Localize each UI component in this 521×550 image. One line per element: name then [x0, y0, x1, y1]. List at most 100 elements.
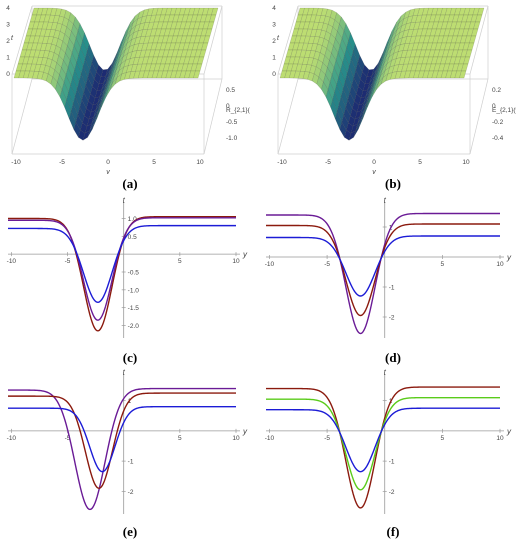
x-tick-label: 10	[496, 435, 504, 442]
x-axis-label: y	[242, 427, 248, 436]
caption-d: (d)	[385, 350, 401, 365]
z-tick-label: 0.2	[492, 87, 501, 94]
box-edge	[11, 5, 33, 75]
x-tick-label: 0	[372, 159, 376, 166]
y-tick-label: 1	[272, 55, 276, 62]
x-tick-label: -5	[59, 159, 65, 166]
y-tick-label: -1.0	[128, 287, 140, 294]
y-tick-label: -1.5	[128, 305, 140, 312]
x-tick-label: 5	[441, 435, 445, 442]
box-edge	[203, 5, 223, 75]
surface-plot-a: -10 -5 0 5 10 y 0 1 2 3 4 t 0.5 0 -0.5 -1.0 R_{2,1}(y,1,…	[6, 5, 250, 174]
caption-e: (e)	[122, 524, 138, 539]
x-tick-label: 0	[106, 159, 110, 166]
line-plot-d: yt-10 -5 5 101-1-2	[265, 196, 512, 338]
x-tick-label: -5	[325, 159, 331, 166]
y-tick-label: 1	[128, 398, 132, 405]
x-tick-label: 5	[178, 258, 182, 265]
y-axis-label: t	[11, 35, 14, 42]
caption-c: (c)	[122, 350, 138, 365]
series-line-1	[266, 212, 500, 335]
x-tick-label: -5	[65, 435, 71, 442]
x-tick-label: 5	[152, 159, 156, 166]
y-tick-label: 1	[6, 55, 10, 62]
z-tick-label: 0	[226, 103, 230, 110]
series-line-3	[8, 224, 236, 304]
y-tick-label: 0	[6, 71, 10, 78]
y-tick-label: -2.0	[128, 323, 140, 330]
box-edge	[469, 5, 489, 75]
series-line-2	[266, 223, 500, 317]
x-axis-label: y	[242, 250, 248, 259]
y-tick-label: 3	[272, 22, 276, 29]
y-tick-label: 2	[6, 38, 10, 45]
z-axis-label: R_{2,1}(y,1,t)	[226, 107, 250, 114]
x-tick-label: -10	[7, 258, 17, 265]
x-tick-label: -10	[11, 159, 21, 166]
x-tick-label: -10	[265, 261, 275, 268]
x-tick-label: 5	[441, 261, 445, 268]
y-axis-label: t	[123, 196, 126, 205]
z-tick-label: -0.5	[226, 119, 238, 126]
line-plot-f: yt-10 -5 5 101-1-2	[265, 368, 512, 514]
y-tick-label: -2	[389, 315, 395, 322]
x-tick-label: -10	[277, 159, 287, 166]
box-edge	[11, 78, 33, 155]
x-axis-label: y	[371, 169, 376, 174]
surface-patch	[459, 70, 467, 79]
z-tick-label: -1.0	[226, 135, 238, 142]
surface-plot-b: -10 -5 0 5 10 y 0 1 2 3 4 t 0.2 0 -0.2 -0.4 E_{2,1}(y,1,…	[272, 5, 516, 174]
series-line-3	[8, 406, 236, 473]
x-tick-label: 10	[232, 435, 240, 442]
y-axis-label: t	[123, 368, 126, 377]
x-tick-label: 10	[232, 258, 240, 265]
y-tick-label: 1.0	[128, 216, 137, 223]
z-tick-label: 0.5	[226, 87, 235, 94]
z-tick-label: -0.2	[492, 119, 504, 126]
y-tick-label: -2	[128, 489, 134, 496]
line-plot-e: y t -10 -5 5 10 1 -1 -2	[7, 368, 248, 514]
x-tick-label: -5	[324, 261, 330, 268]
x-tick-label: 5	[418, 159, 422, 166]
y-tick-label: -1	[389, 285, 395, 292]
box-edge	[277, 5, 299, 75]
y-tick-label: 0	[272, 71, 276, 78]
box-edge	[277, 78, 299, 155]
line-plot-c: y t -10 -5 5 10 1.0 0.5 -0.5 -1.0 -1.5 -2.0	[7, 196, 248, 338]
series-line-2	[8, 392, 236, 490]
x-tick-label: 5	[178, 435, 182, 442]
x-axis-label: y	[506, 427, 512, 436]
y-tick-label: -2	[389, 489, 395, 496]
caption-a: (a)	[122, 176, 138, 191]
y-tick-label: 4	[272, 5, 276, 12]
series-line-2	[266, 396, 500, 491]
series-line-1	[8, 216, 236, 332]
x-tick-label: 10	[462, 159, 470, 166]
x-axis-label: y	[506, 253, 512, 262]
y-tick-label: -0.5	[128, 270, 140, 277]
y-axis-label: t	[384, 196, 387, 205]
y-tick-label: -1	[389, 459, 395, 466]
surface-mesh	[13, 7, 219, 141]
y-axis-label: t	[277, 35, 280, 42]
caption-f: (f)	[386, 524, 400, 539]
z-tick-label: -0.4	[492, 135, 504, 142]
x-axis-label: y	[105, 169, 110, 174]
x-tick-label: -10	[7, 435, 17, 442]
caption-b: (b)	[385, 176, 401, 191]
box-edge	[203, 78, 223, 155]
x-tick-label: -5	[65, 258, 71, 265]
series-line-1	[266, 386, 500, 509]
y-tick-label: -1	[128, 459, 134, 466]
z-tick-label: 0	[492, 103, 496, 110]
box-edge	[469, 78, 489, 155]
y-tick-label: 2	[272, 38, 276, 45]
y-tick-label: 3	[6, 22, 10, 29]
x-tick-label: 10	[196, 159, 204, 166]
series-line-3	[266, 235, 500, 297]
series-line-2	[8, 217, 236, 321]
x-tick-label: 10	[496, 261, 504, 268]
y-tick-label: 4	[6, 5, 10, 12]
x-tick-label: -10	[265, 435, 275, 442]
surface-patch	[193, 70, 201, 79]
